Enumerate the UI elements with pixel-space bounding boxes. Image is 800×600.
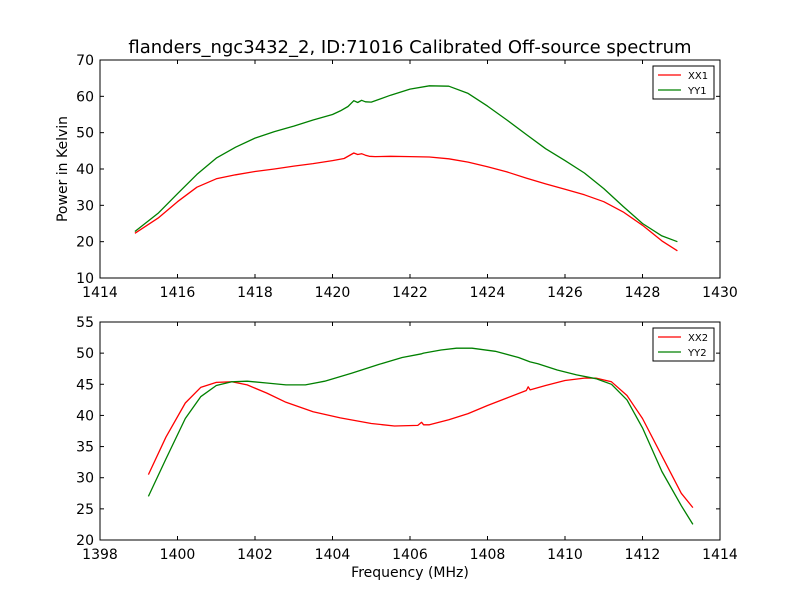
- top-y-tick-label: 10: [76, 271, 94, 287]
- chart-title: flanders_ngc3432_2, ID:71016 Calibrated …: [128, 37, 691, 58]
- bottom-y-tick-label: 50: [76, 346, 94, 362]
- top-y-tick-label: 20: [76, 235, 94, 251]
- legend-label-xx1: XX1: [688, 71, 708, 82]
- top-y-tick-label: 50: [76, 126, 94, 142]
- bottom-x-tick-label: 1404: [315, 547, 351, 563]
- bottom-y-tick-label: 30: [76, 471, 94, 487]
- bottom-x-axis-label: Frequency (MHz): [351, 565, 469, 581]
- bottom-y-tick-label: 20: [76, 533, 94, 549]
- top-x-tick-label: 1430: [702, 285, 738, 301]
- bottom-x-tick-label: 1410: [547, 547, 583, 563]
- top-x-tick-label: 1428: [625, 285, 661, 301]
- top-panel: 1414 1416 1418 1420 1422 1424 1426 1428 1430 10 20…: [76, 53, 738, 301]
- top-x-tick-label: 1418: [237, 285, 273, 301]
- bottom-y-tick-label: 55: [76, 315, 94, 331]
- top-x-tick-label: 1416: [160, 285, 196, 301]
- series-line-yy1: [134, 85, 678, 243]
- bottom-x-tick-label: 1398: [82, 547, 118, 563]
- bottom-x-tick-label: 1408: [470, 547, 506, 563]
- bottom-x-tick-label: 1402: [237, 547, 273, 563]
- top-y-tick-label: 60: [76, 89, 94, 105]
- top-legend-box: [652, 65, 715, 100]
- top-y-tick-label: 70: [76, 53, 94, 69]
- top-y-tick-label: 40: [76, 162, 94, 178]
- bottom-y-tick-label: 25: [76, 502, 94, 518]
- bottom-x-tick-label: 1414: [702, 547, 738, 563]
- top-x-tick-label: 1414: [82, 285, 118, 301]
- top-y-axis-label: Power in Kelvin: [55, 116, 71, 222]
- bottom-x-tick-label: 1406: [392, 547, 428, 563]
- bottom-x-tick-label: 1412: [625, 547, 661, 563]
- bottom-y-tick-label: 40: [76, 408, 94, 424]
- top-x-tick-label: 1424: [470, 285, 506, 301]
- bottom-y-tick-label: 35: [76, 440, 94, 456]
- legend-label-yy1: YY1: [687, 86, 707, 97]
- bottom-panel: 1398 1400 1402 1404 1406 1408 1410 1412 1414 20 25…: [76, 315, 738, 563]
- top-x-tick-label: 1426: [547, 285, 583, 301]
- top-x-tick-label: 1422: [392, 285, 428, 301]
- series-line-yy2: [147, 347, 694, 525]
- legend-label-xx2: XX2: [688, 333, 708, 344]
- series-line-xx1: [134, 152, 678, 252]
- bottom-legend-box: [652, 327, 715, 362]
- top-x-tick-label: 1420: [315, 285, 351, 301]
- top-y-tick-label: 30: [76, 198, 94, 214]
- legend-label-yy2: YY2: [687, 348, 707, 359]
- bottom-x-tick-label: 1400: [160, 547, 196, 563]
- series-line-xx2: [147, 377, 694, 509]
- bottom-y-tick-label: 45: [76, 377, 94, 393]
